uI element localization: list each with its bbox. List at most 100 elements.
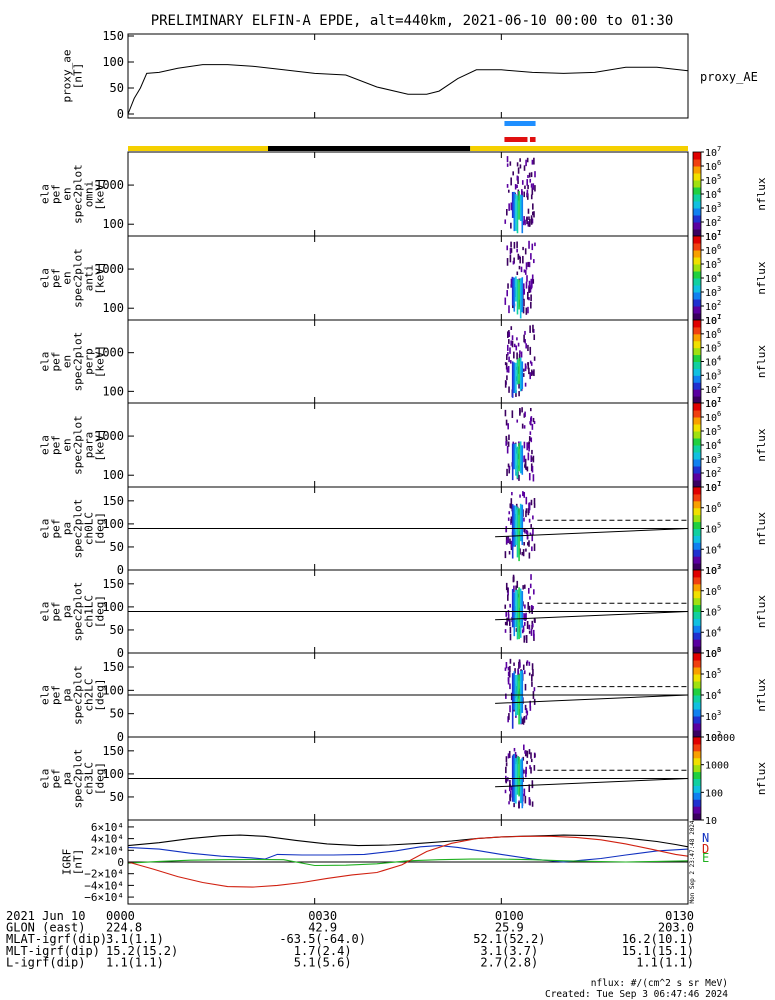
ch2LC-cb-label: 105 — [705, 667, 721, 681]
ch3LC-flux-speck — [529, 765, 531, 770]
panel-anti: elapefenspec2plotanti[keV]10010001011021… — [39, 229, 769, 327]
ch1LC-flux-speck — [532, 629, 535, 638]
ch3LC-flux-speck — [528, 784, 531, 793]
ch0LC-flux-core — [518, 508, 520, 562]
ch3LC-flux-speck — [526, 750, 529, 758]
ch0LC-flux-speck — [533, 503, 536, 508]
ch3LC-flux-speck — [528, 749, 531, 755]
para-flux-core — [511, 443, 514, 481]
ch3LC-flux-speck — [522, 756, 525, 761]
omni-ylabel-line: omni — [83, 181, 96, 208]
ch0LC-flux-speck — [510, 498, 513, 507]
anti-flux-speck — [526, 275, 528, 282]
ch2LC-flux-speck — [507, 677, 510, 685]
ch1LC-cb-seg — [693, 611, 701, 619]
ch2LC-flux-speck — [507, 671, 510, 677]
ch1LC-flux-speck — [531, 623, 534, 628]
ch1LC-flux-speck — [505, 582, 508, 591]
ch1LC-flux-speck — [523, 614, 526, 621]
ch2LC-ylabel-line: ela — [39, 685, 52, 705]
ch1LC-flux-speck — [509, 603, 511, 608]
ch3LC-flux-speck — [525, 772, 527, 778]
perp-cb-seg — [693, 375, 701, 383]
para-flux-speck — [523, 455, 525, 463]
ch2LC-flux-speck — [508, 713, 510, 720]
omni-ylabel-line: spec2plot — [72, 164, 85, 224]
omni-flux-speck — [532, 203, 534, 210]
grf-legend-d: D — [702, 842, 709, 856]
para-cb-seg — [693, 473, 701, 481]
ch3LC-cb-seg — [693, 757, 701, 766]
perp-flux-speck — [523, 334, 525, 343]
ch3LC-flux-speck — [533, 765, 536, 771]
footer-value: 52.1(52.2) — [473, 932, 545, 946]
anti-flux-speck — [522, 287, 525, 295]
perp-cb-seg — [693, 326, 701, 335]
para-flux-speck — [527, 452, 530, 461]
ch2LC-flux-speck — [513, 662, 515, 666]
omni-flux-speck — [534, 185, 536, 192]
ch3LC-ylabel-line: ch3LC — [83, 762, 96, 795]
perp-ylabel-line: en — [61, 355, 74, 368]
ch1LC-flux-speck — [504, 621, 507, 626]
ch0LC-flux-speck — [509, 538, 511, 545]
para-flux-speck — [518, 474, 520, 481]
ch1LC-flux-core — [513, 592, 516, 637]
anti-flux-speck — [520, 266, 523, 273]
grf-ytick-label: −2×10⁴ — [84, 868, 124, 881]
perp-cb-label: 107 — [705, 313, 721, 327]
ch2LC-cb-title: nflux — [755, 678, 768, 711]
ch2LC-flux-speck — [521, 718, 524, 725]
ch1LC-flux-core — [516, 589, 519, 640]
para-cb-seg — [693, 403, 701, 411]
ch2LC-flux-speck — [509, 658, 512, 664]
omni-flux-core — [518, 191, 520, 220]
ch1LC-flux-speck — [530, 574, 532, 580]
perp-flux-speck — [528, 367, 530, 375]
omni-flux-speck — [527, 184, 529, 190]
perp-flux-core — [511, 361, 514, 398]
ch2LC-ytick-label: 0 — [117, 730, 124, 744]
ch3LC-flux-speck — [514, 751, 517, 759]
anti-flux-speck — [525, 262, 528, 270]
ch0LC-flux-speck — [533, 498, 536, 505]
ch0LC-cb-seg — [693, 528, 701, 536]
anti-flux-speck — [517, 253, 520, 260]
ch1LC-flux-speck — [528, 630, 531, 634]
anti-cb-seg — [693, 264, 701, 272]
omni-flux-speck — [510, 202, 513, 207]
anti-flux-speck — [528, 261, 531, 268]
grf-frame — [127, 819, 689, 905]
ch3LC-flux-speck — [525, 766, 527, 774]
grf-legend-e: E — [702, 851, 709, 865]
ch0LC-flux-speck — [510, 516, 513, 523]
para-ylabel-line: ela — [39, 435, 52, 455]
perp-cb-seg — [693, 382, 701, 390]
para-cb-label: 106 — [705, 410, 721, 424]
perp-flux-speck — [524, 339, 526, 344]
perp-flux-speck — [510, 340, 512, 346]
ch0LC-cb-seg — [693, 493, 701, 502]
panels: proxy_ae[nT]050100150proxy_AEelapefenspe… — [39, 29, 769, 905]
anti-flux-core — [513, 277, 516, 312]
perp-cb-seg — [693, 396, 701, 404]
ch2LC-ytick-label: 100 — [102, 683, 124, 697]
ch2LC-flux-speck — [529, 700, 531, 709]
ch0LC-ylabel-line: [deg] — [94, 512, 107, 545]
ch2LC-cb-seg — [693, 667, 701, 675]
ch0LC-cb-seg — [693, 542, 701, 550]
ch0LC-flux-speck — [532, 527, 534, 536]
omni-frame — [127, 151, 689, 237]
omni-flux-speck — [516, 177, 519, 181]
omni-flux-speck — [533, 211, 535, 218]
ch3LC-flux-speck — [531, 780, 534, 788]
ch1LC-flux-speck — [506, 617, 508, 626]
omni-cb-label: 107 — [705, 145, 721, 159]
ch0LC-loss-cone-line — [495, 528, 689, 538]
perp-cb-seg — [693, 368, 701, 376]
ch0LC-flux-speck — [508, 511, 511, 515]
anti-flux-speck — [530, 294, 532, 302]
ch1LC-flux-speck — [526, 621, 529, 629]
omni-flux-speck — [533, 157, 535, 165]
